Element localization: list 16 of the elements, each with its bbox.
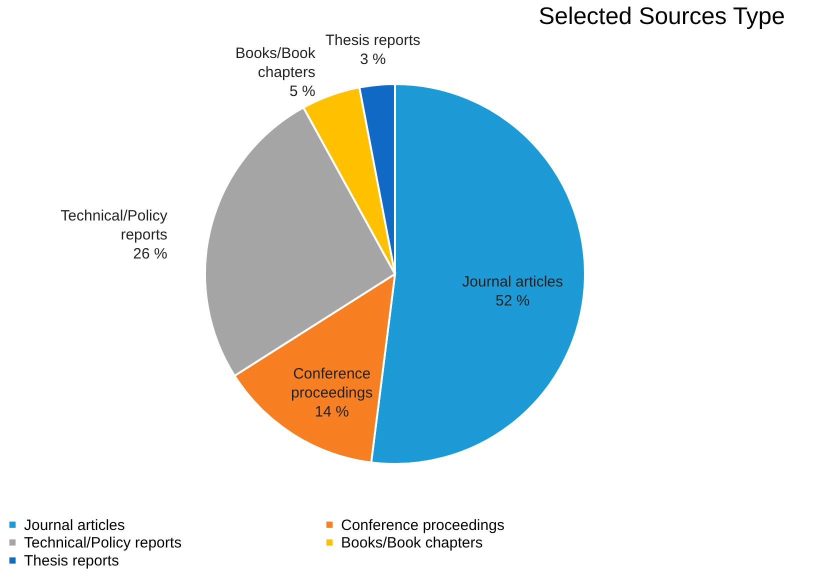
slice-label: Journal articles [462, 273, 564, 290]
data-label: 52 % [495, 292, 530, 310]
legend-label: Books/Book chapters [341, 534, 483, 552]
data-label: 3 % [360, 51, 386, 68]
slice-label: Books/Book chapters [235, 44, 316, 81]
slice-label: Conference proceedings [291, 365, 373, 402]
legend-label: Technical/Policy reports [24, 534, 182, 552]
data-label: 14 % [314, 403, 349, 420]
legend-label: Conference proceedings [341, 516, 504, 534]
slice-label: Technical/Policy reports [60, 208, 168, 244]
data-label: 26 % [133, 246, 168, 263]
data-label: 5 % [290, 82, 316, 100]
text: Selected Sources Type [538, 3, 785, 30]
legend-label: Journal articles [24, 516, 125, 534]
legend-label: Thesis reports [24, 552, 120, 570]
slice-label: Thesis reports [325, 32, 420, 50]
